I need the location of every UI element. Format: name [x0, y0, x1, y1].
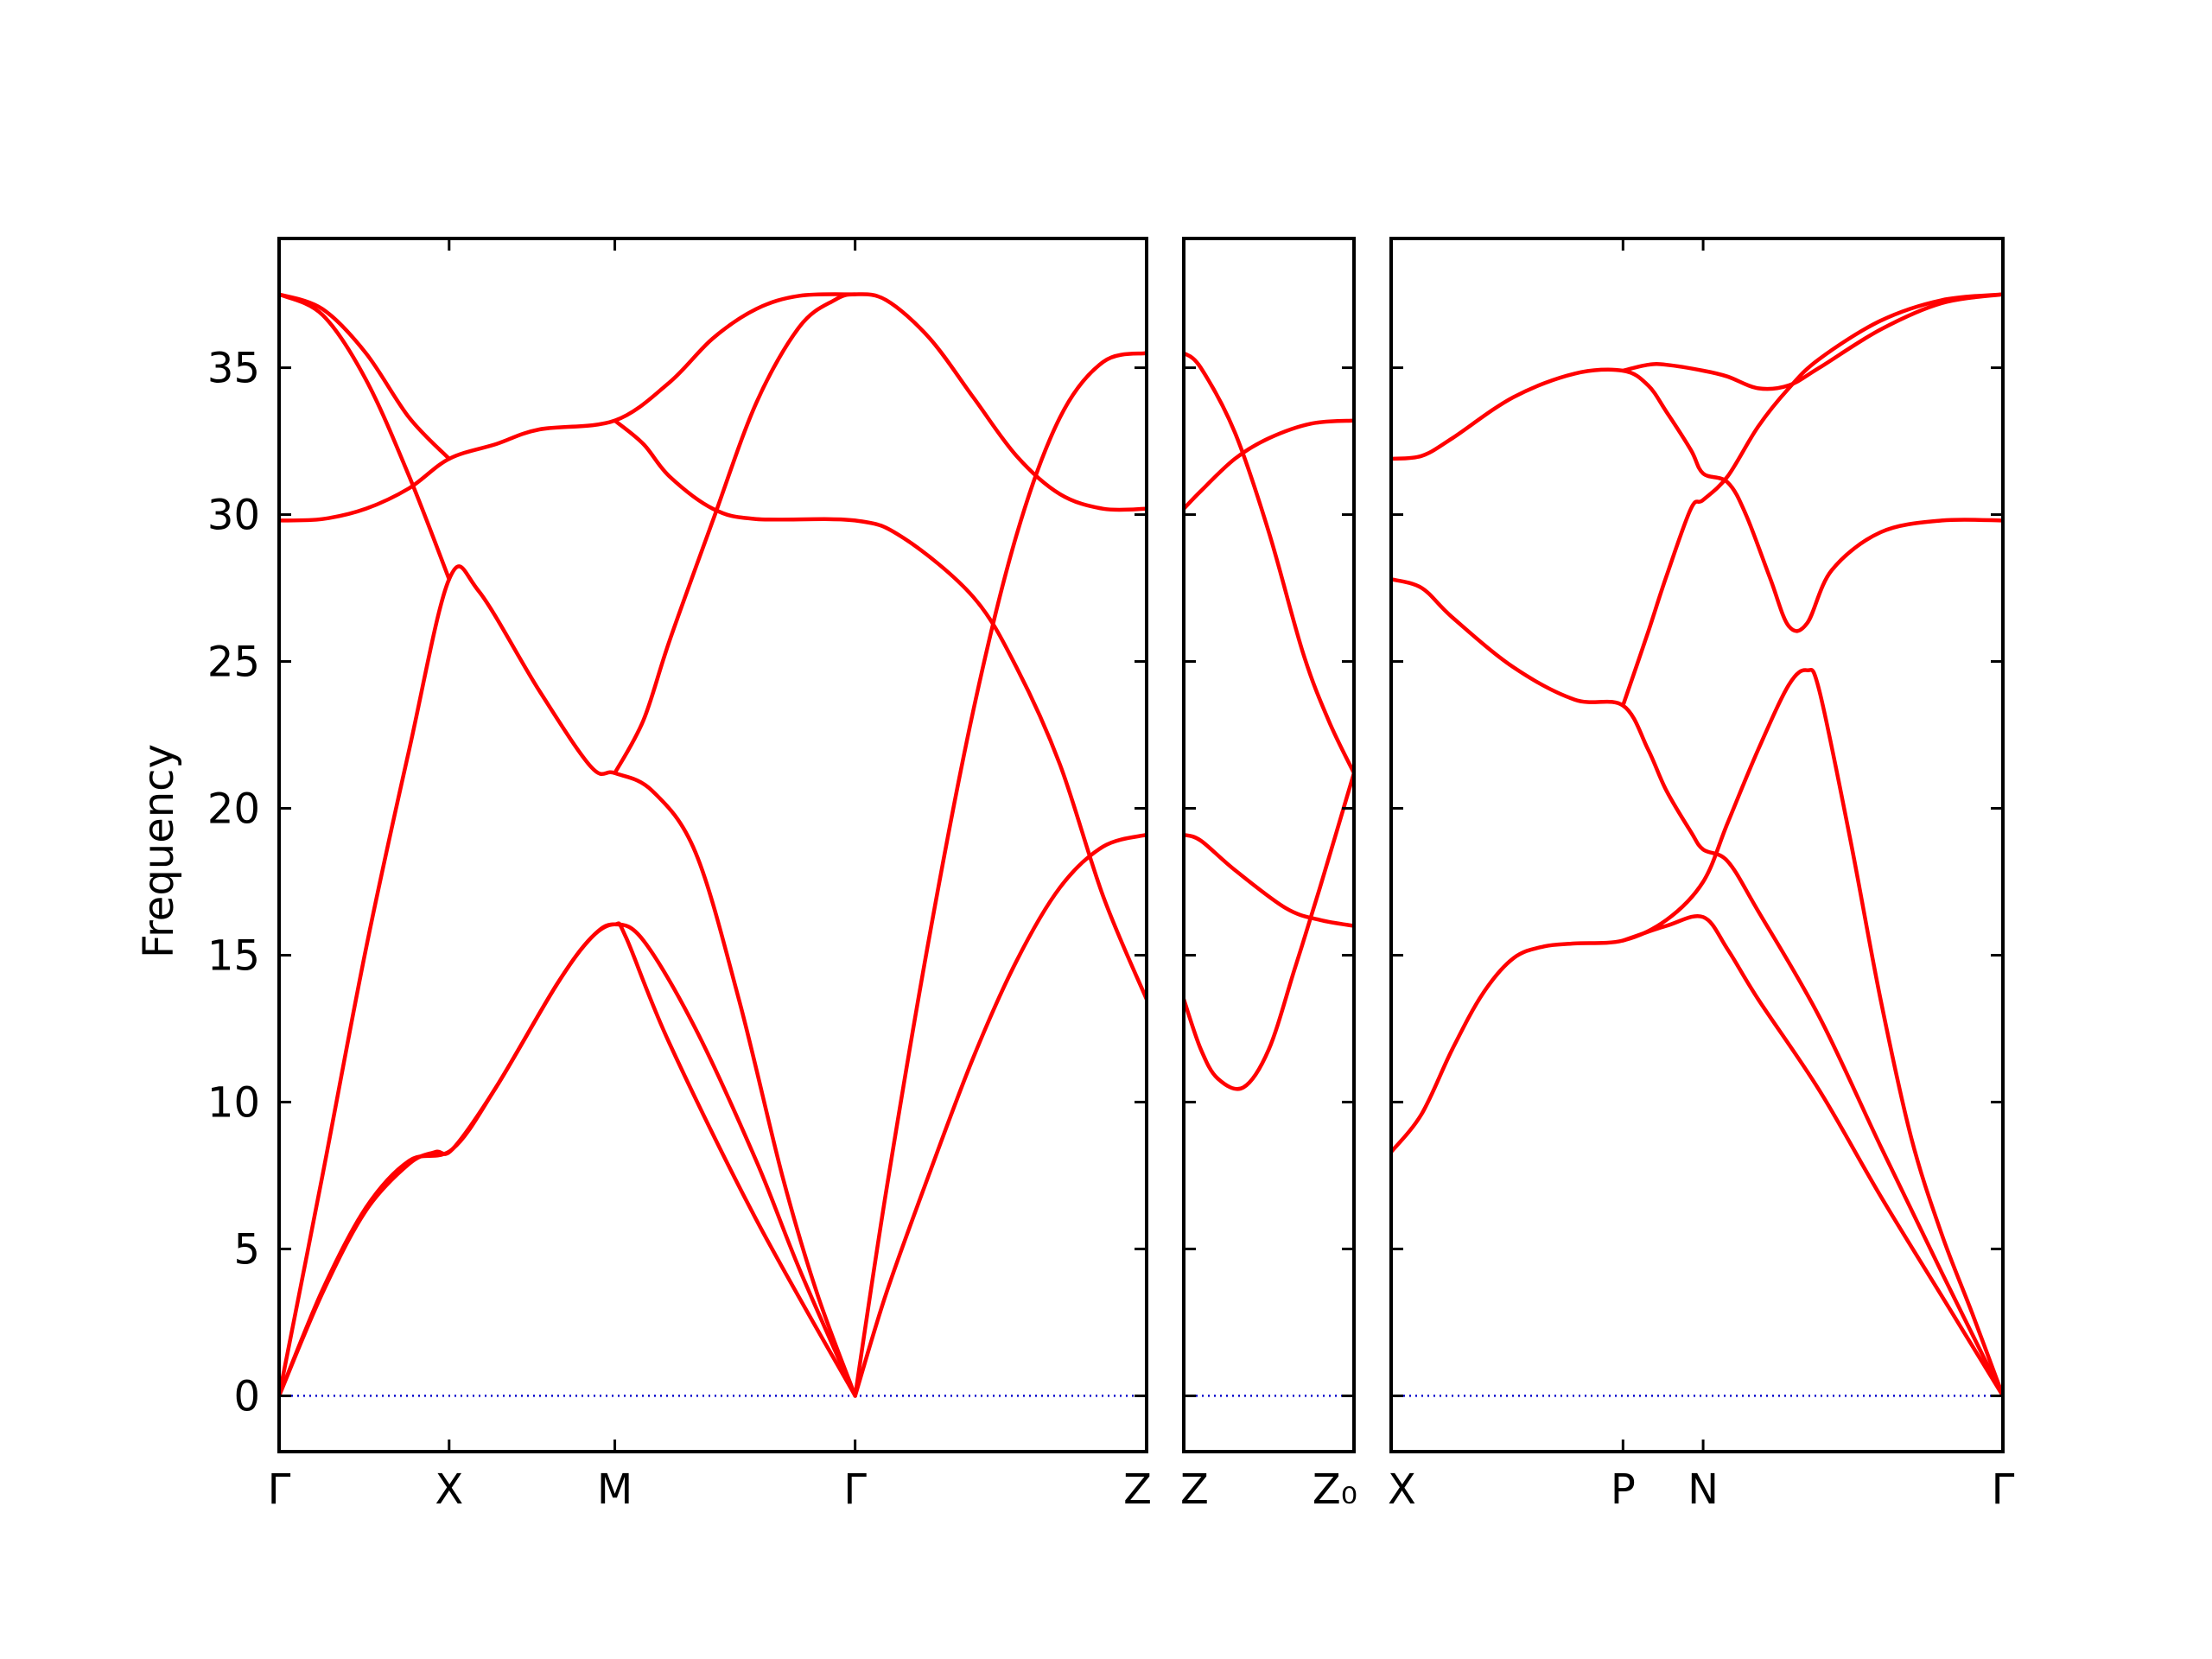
- y-tick-label: 15: [207, 931, 260, 980]
- band-line-2-4: [1184, 351, 1354, 775]
- band-line-2-3: [1184, 418, 1354, 512]
- x-tick-label: Z: [1123, 1465, 1152, 1514]
- y-tick-label: 35: [207, 345, 260, 393]
- band-line-1-1: [279, 921, 857, 1398]
- band-line-1-2: [279, 922, 857, 1398]
- y-tick-label: 30: [207, 492, 260, 540]
- panel-2-frame: [1182, 237, 1356, 1453]
- y-tick-label: 25: [207, 639, 260, 687]
- x-tick-label: P: [1611, 1465, 1636, 1514]
- x-tick-label: Z: [1180, 1465, 1209, 1514]
- y-axis-title: Frequency: [135, 744, 183, 958]
- bands-layer: [279, 292, 2003, 1398]
- x-tick-label: X: [435, 1465, 463, 1514]
- band-line-1-9: [853, 351, 1147, 1398]
- panel-3-bands: [1391, 292, 2003, 1398]
- x-tick-label: N: [1688, 1465, 1719, 1514]
- frames-layer: [277, 237, 2005, 1453]
- x-tick-label: M: [597, 1465, 632, 1514]
- band-line-3-6: [1621, 292, 2003, 391]
- x-tick-label: Z₀: [1313, 1465, 1357, 1514]
- x-tick-label: Γ: [268, 1465, 291, 1514]
- panel-3-frame: [1389, 237, 2005, 1453]
- band-line-3-2: [1621, 914, 2003, 1398]
- band-line-3-1: [1391, 668, 2003, 1398]
- band-line-1-3: [279, 564, 857, 1398]
- band-line-1-10: [853, 832, 1147, 1398]
- band-line-3-4: [1621, 292, 2003, 708]
- y-tick-label: 5: [233, 1225, 260, 1274]
- x-tick-label: Γ: [843, 1465, 867, 1514]
- band-line-1-5: [279, 292, 452, 461]
- x-tick-label: Γ: [1992, 1465, 2015, 1514]
- band-line-1-8: [613, 292, 1147, 775]
- band-line-2-1: [1184, 771, 1354, 1091]
- band-line-1-4: [279, 292, 452, 582]
- y-tick-label: 0: [233, 1372, 260, 1421]
- band-line-3-3: [1391, 577, 2003, 1398]
- y-tick-label: 10: [207, 1078, 260, 1127]
- panel-1-bands: [279, 292, 1147, 1398]
- band-line-1-7: [613, 418, 1147, 1001]
- y-tick-label: 20: [207, 785, 260, 834]
- x-tick-label: X: [1388, 1465, 1416, 1514]
- band-line-3-5: [1391, 367, 2003, 633]
- band-line-1-6: [279, 292, 857, 523]
- band-line-2-2: [1184, 832, 1354, 928]
- panel-2-bands: [1184, 351, 1354, 1397]
- labels-layer: 0 5 10 15 20 25 30 35 Γ X M Γ Z Z Z₀ X P N Γ: [207, 345, 2015, 1514]
- panel-1-frame: [277, 237, 1148, 1453]
